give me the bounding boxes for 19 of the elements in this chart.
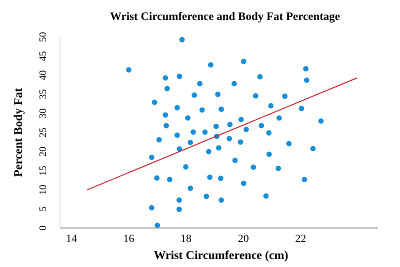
y-tick-label: 45 bbox=[38, 51, 49, 62]
x-tick-label: 22 bbox=[295, 233, 306, 245]
y-tick-label: 25 bbox=[38, 128, 49, 138]
y-tick-label: 50 bbox=[38, 32, 49, 42]
y-tick-label: 10 bbox=[38, 184, 49, 195]
y-tick-label: 40 bbox=[38, 70, 49, 80]
x-axis-title: Wrist Circumference (cm) bbox=[154, 248, 288, 262]
x-tick-label: 20 bbox=[238, 233, 250, 245]
y-tick-label: 35 bbox=[38, 89, 49, 100]
chart-title: Wrist Circumference and Body Fat Percentage bbox=[110, 11, 340, 23]
x-tick-label: 16 bbox=[123, 233, 135, 245]
y-tick-label: 5 bbox=[38, 206, 49, 212]
y-tick-label: 0 bbox=[38, 226, 49, 230]
y-tick-label: 15 bbox=[38, 166, 49, 176]
y-tick-label: 20 bbox=[38, 146, 49, 157]
y-axis-title: Percent Body Fat bbox=[11, 88, 25, 178]
y-tick-label: 30 bbox=[38, 108, 49, 118]
x-tick-label: 14 bbox=[66, 233, 78, 245]
x-tick-label: 18 bbox=[180, 233, 192, 245]
